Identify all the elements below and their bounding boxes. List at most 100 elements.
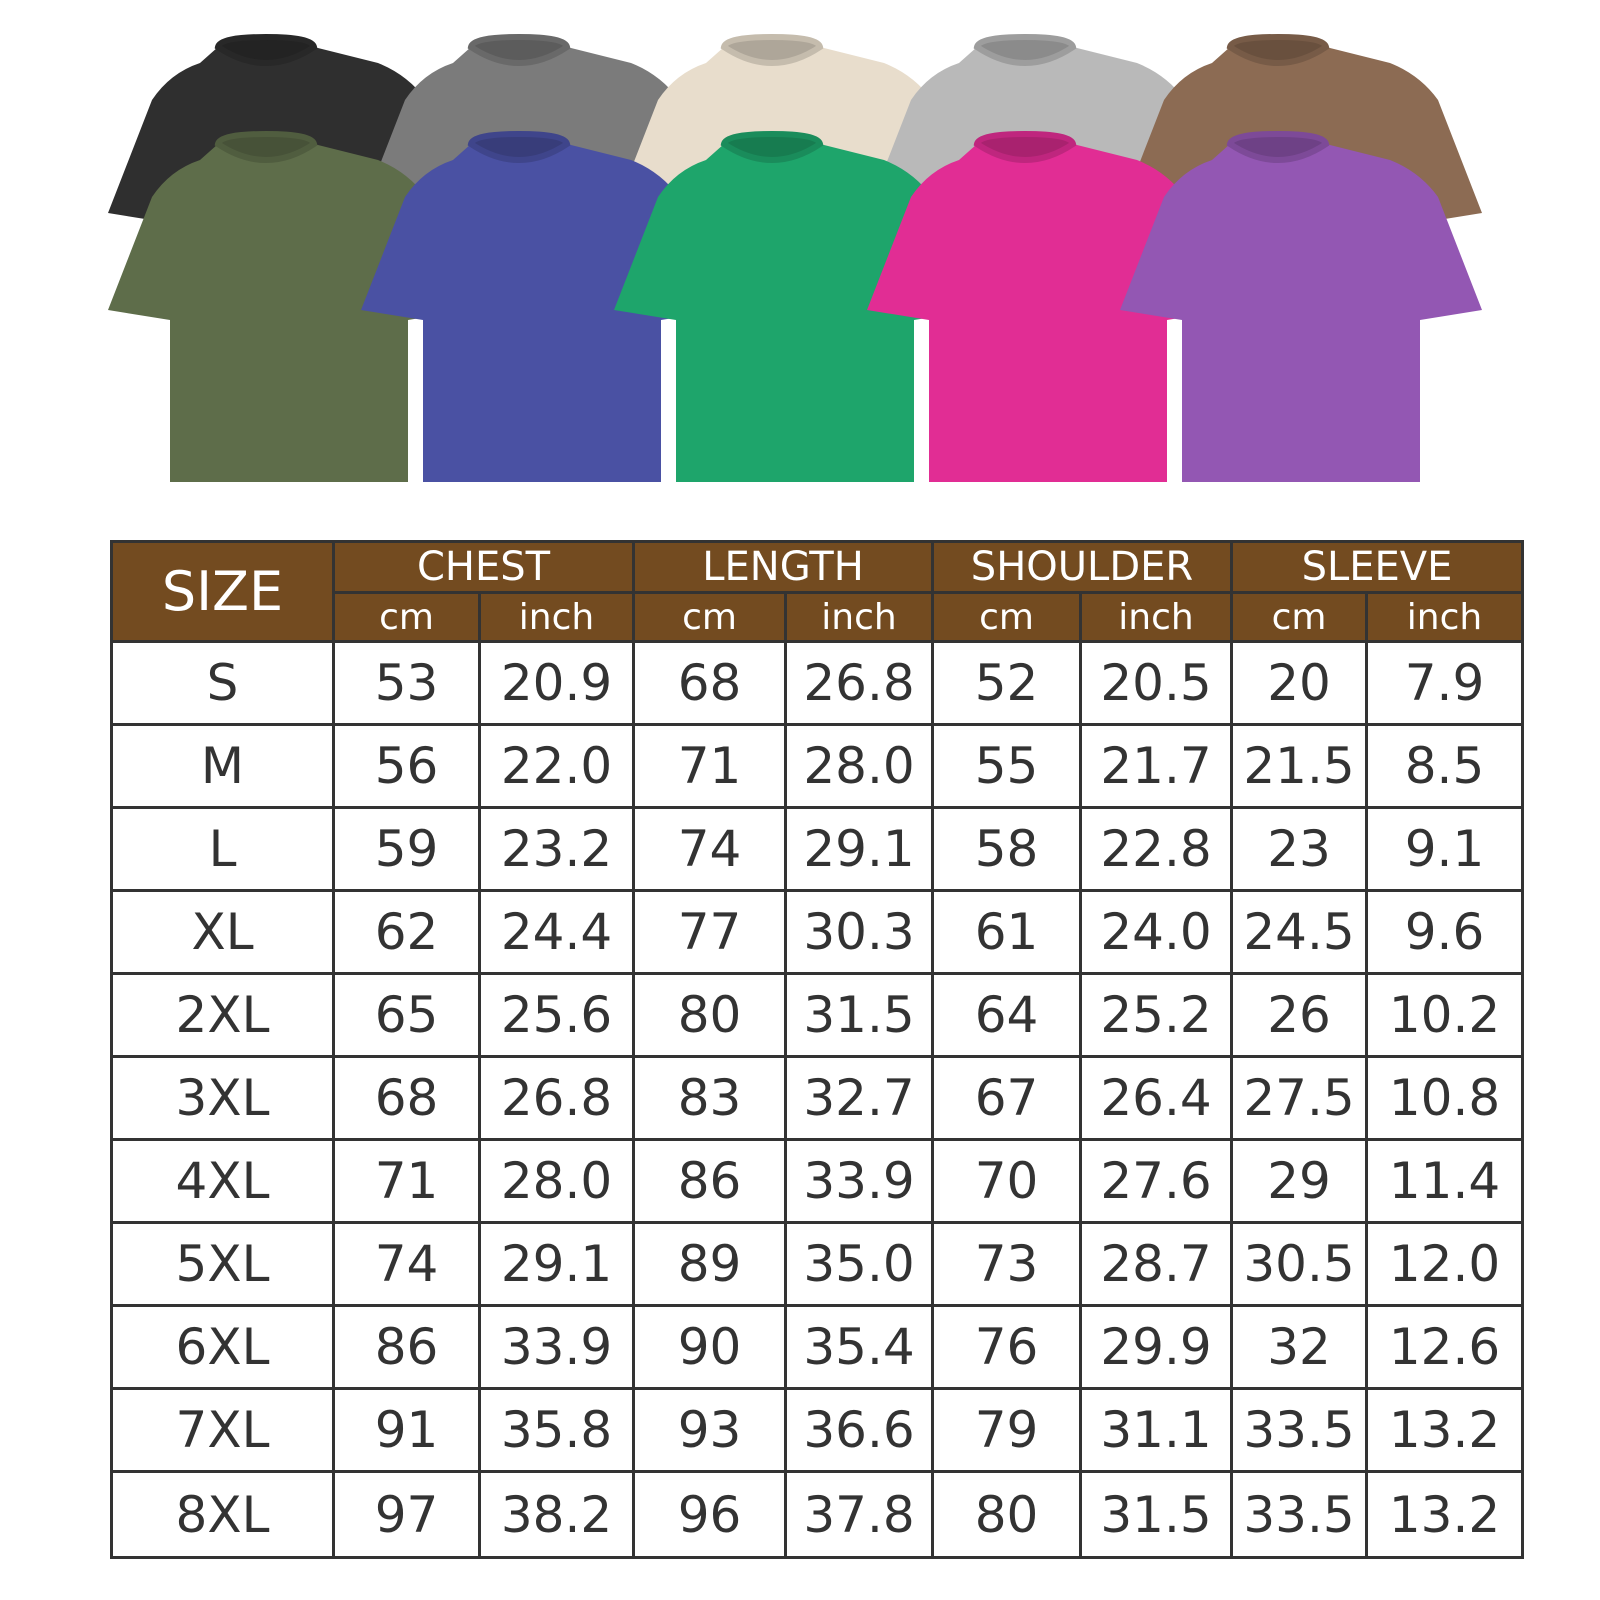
size-cell: L — [110, 806, 335, 892]
measurement-cell: 33.5 — [1230, 1470, 1368, 1559]
measurement-cell: 20.9 — [478, 640, 635, 726]
measurement-cell: 13.2 — [1365, 1387, 1524, 1473]
measurement-cell: 56 — [332, 723, 481, 809]
front-tshirt — [108, 130, 470, 482]
measurement-cell: 25.2 — [1079, 972, 1233, 1058]
measurement-cell: 36.6 — [784, 1387, 934, 1473]
measurement-cell: 33.5 — [1230, 1387, 1368, 1473]
sleeve-header: SLEEVE — [1230, 540, 1524, 594]
measurement-cell: 86 — [332, 1304, 481, 1390]
measurement-cell: 68 — [332, 1055, 481, 1141]
measurement-cell: 31.1 — [1079, 1387, 1233, 1473]
front-tshirt — [614, 130, 976, 482]
measurement-cell: 24.5 — [1230, 889, 1368, 975]
measurement-cell: 28.0 — [478, 1138, 635, 1224]
measurement-cell: 59 — [332, 806, 481, 892]
unit-header-inch: inch — [1079, 591, 1233, 643]
measurement-cell: 76 — [931, 1304, 1082, 1390]
measurement-cell: 11.4 — [1365, 1138, 1524, 1224]
measurement-cell: 90 — [632, 1304, 787, 1390]
measurement-cell: 29 — [1230, 1138, 1368, 1224]
unit-header-cm: cm — [931, 591, 1082, 643]
measurement-cell: 58 — [931, 806, 1082, 892]
measurement-cell: 13.2 — [1365, 1470, 1524, 1559]
table-row: L 59 23.2 74 29.1 58 22.8 23 9.1 — [110, 806, 1524, 892]
measurement-cell: 89 — [632, 1221, 787, 1307]
measurement-cell: 12.6 — [1365, 1304, 1524, 1390]
unit-header-cm: cm — [632, 591, 787, 643]
measurement-cell: 28.7 — [1079, 1221, 1233, 1307]
measurement-cell: 12.0 — [1365, 1221, 1524, 1307]
measurement-cell: 68 — [632, 640, 787, 726]
measurement-cell: 20.5 — [1079, 640, 1233, 726]
measurement-cell: 70 — [931, 1138, 1082, 1224]
measurement-cell: 73 — [931, 1221, 1082, 1307]
chest-header: CHEST — [332, 540, 635, 594]
table-row: 5XL 74 29.1 89 35.0 73 28.7 30.5 12.0 — [110, 1221, 1524, 1307]
measurement-cell: 30.5 — [1230, 1221, 1368, 1307]
measurement-cell: 33.9 — [478, 1304, 635, 1390]
measurement-cell: 71 — [632, 723, 787, 809]
measurement-cell: 27.6 — [1079, 1138, 1233, 1224]
unit-header-inch: inch — [1365, 591, 1524, 643]
size-cell: 6XL — [110, 1304, 335, 1390]
measurement-cell: 80 — [931, 1470, 1082, 1559]
measurement-cell: 24.4 — [478, 889, 635, 975]
measurement-cell: 97 — [332, 1470, 481, 1559]
measurement-cell: 38.2 — [478, 1470, 635, 1559]
measurement-cell: 25.6 — [478, 972, 635, 1058]
unit-header-cm: cm — [332, 591, 481, 643]
measurement-cell: 10.2 — [1365, 972, 1524, 1058]
measurement-cell: 35.0 — [784, 1221, 934, 1307]
unit-header-inch: inch — [784, 591, 934, 643]
measurement-cell: 86 — [632, 1138, 787, 1224]
measurement-cell: 26 — [1230, 972, 1368, 1058]
measurement-cell: 9.6 — [1365, 889, 1524, 975]
measurement-cell: 52 — [931, 640, 1082, 726]
measurement-cell: 22.0 — [478, 723, 635, 809]
tshirt-color-swatches — [108, 33, 1482, 482]
measurement-cell: 67 — [931, 1055, 1082, 1141]
front-tshirt — [1120, 130, 1482, 482]
measurement-cell: 61 — [931, 889, 1082, 975]
measurement-cell: 27.5 — [1230, 1055, 1368, 1141]
measurement-cell: 74 — [632, 806, 787, 892]
measurement-cell: 10.8 — [1365, 1055, 1524, 1141]
unit-header-inch: inch — [478, 591, 635, 643]
size-cell: 7XL — [110, 1387, 335, 1473]
measurement-cell: 79 — [931, 1387, 1082, 1473]
measurement-cell: 31.5 — [784, 972, 934, 1058]
size-cell: 8XL — [110, 1470, 335, 1559]
size-cell: 2XL — [110, 972, 335, 1058]
measurement-cell: 91 — [332, 1387, 481, 1473]
table-row: S 53 20.9 68 26.8 52 20.5 20 7.9 — [110, 640, 1524, 726]
measurement-cell: 26.8 — [478, 1055, 635, 1141]
table-row: 7XL 91 35.8 93 36.6 79 31.1 33.5 13.2 — [110, 1387, 1524, 1473]
measurement-cell: 93 — [632, 1387, 787, 1473]
measurement-cell: 26.4 — [1079, 1055, 1233, 1141]
measurement-cell: 31.5 — [1079, 1470, 1233, 1559]
measurement-cell: 35.4 — [784, 1304, 934, 1390]
table-row: XL 62 24.4 77 30.3 61 24.0 24.5 9.6 — [110, 889, 1524, 975]
size-cell: S — [110, 640, 335, 726]
measurement-cell: 29.9 — [1079, 1304, 1233, 1390]
measurement-cell: 83 — [632, 1055, 787, 1141]
size-chart-table: SIZE CHEST LENGTH SHOULDER SLEEVE cm inch… — [110, 540, 1524, 1559]
measurement-cell: 7.9 — [1365, 640, 1524, 726]
table-row: 8XL 97 38.2 96 37.8 80 31.5 33.5 13.2 — [110, 1470, 1524, 1559]
measurement-cell: 62 — [332, 889, 481, 975]
measurement-cell: 29.1 — [784, 806, 934, 892]
measurement-cell: 29.1 — [478, 1221, 635, 1307]
measurement-cell: 26.8 — [784, 640, 934, 726]
measurement-cell: 96 — [632, 1470, 787, 1559]
size-cell: 5XL — [110, 1221, 335, 1307]
table-row: M 56 22.0 71 28.0 55 21.7 21.5 8.5 — [110, 723, 1524, 809]
shoulder-header: SHOULDER — [931, 540, 1233, 594]
size-cell: M — [110, 723, 335, 809]
table-row: 3XL 68 26.8 83 32.7 67 26.4 27.5 10.8 — [110, 1055, 1524, 1141]
measurement-cell: 35.8 — [478, 1387, 635, 1473]
measurement-cell: 33.9 — [784, 1138, 934, 1224]
front-tshirt — [867, 130, 1229, 482]
measurement-cell: 21.7 — [1079, 723, 1233, 809]
measurement-cell: 55 — [931, 723, 1082, 809]
